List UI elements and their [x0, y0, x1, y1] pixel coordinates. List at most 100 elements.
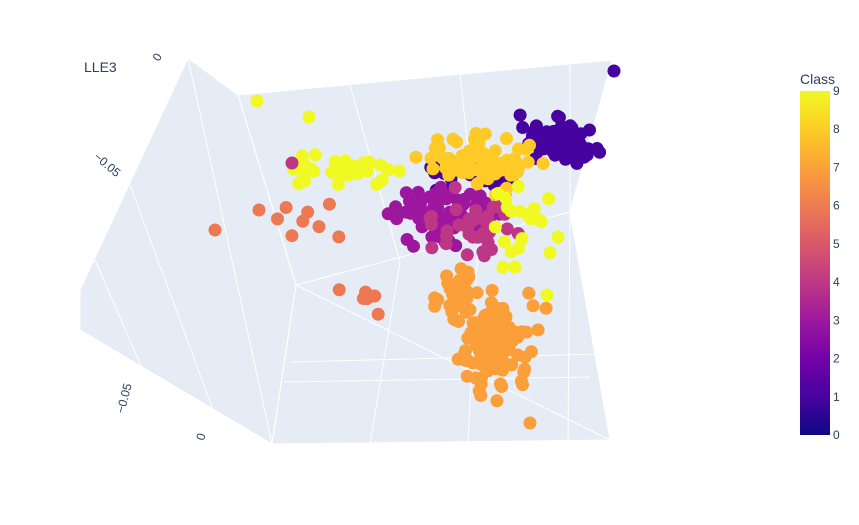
data-point: [494, 156, 508, 170]
scene-panes: [79, 57, 613, 445]
data-point: [328, 155, 342, 169]
data-point: [308, 148, 322, 162]
data-point: [467, 213, 480, 227]
data-point: [504, 245, 518, 259]
data-point: [459, 305, 473, 319]
data-point: [403, 194, 416, 208]
data-point: [469, 371, 483, 385]
data-point: [513, 108, 527, 122]
data-point: [526, 299, 540, 313]
data-point: [457, 347, 471, 361]
data-point: [464, 147, 478, 161]
data-point: [543, 246, 557, 260]
data-point: [332, 230, 346, 244]
gridline: [369, 261, 401, 445]
data-point: [516, 121, 530, 134]
colorbar-tick-label: 5: [833, 237, 840, 251]
data-point: [530, 212, 544, 226]
data-point: [469, 163, 483, 177]
data-point: [593, 145, 607, 159]
data-point: [392, 164, 406, 178]
data-point: [470, 177, 484, 191]
data-point: [551, 109, 565, 123]
gridline: [291, 353, 601, 363]
data-point: [271, 212, 284, 226]
data-points: [208, 64, 621, 430]
data-point: [250, 94, 264, 108]
data-point: [488, 220, 502, 234]
colorbar-tick-label: 0: [833, 428, 840, 442]
data-point: [518, 350, 532, 364]
data-point: [513, 205, 527, 218]
colorbar-tick-label: 2: [833, 352, 840, 366]
data-point: [425, 218, 438, 231]
gridline: [271, 284, 297, 445]
data-point: [607, 64, 621, 78]
colorbar-tick-label: 9: [833, 84, 840, 98]
data-point: [302, 110, 316, 124]
data-point: [428, 299, 442, 313]
data-point: [449, 203, 463, 217]
data-point: [432, 141, 446, 155]
data-point: [563, 119, 577, 133]
data-point: [474, 357, 488, 371]
data-point: [436, 151, 450, 165]
data-point: [527, 202, 541, 216]
colorbar-tick-label: 8: [833, 122, 840, 136]
data-point: [500, 222, 514, 236]
data-point: [285, 156, 299, 170]
data-point: [434, 180, 448, 194]
tick-label: −0.05: [91, 150, 124, 180]
data-point: [551, 230, 565, 244]
data-point: [499, 323, 513, 337]
data-point: [520, 325, 534, 339]
data-point: [322, 197, 336, 211]
data-point: [450, 155, 464, 168]
gridline: [283, 376, 591, 383]
data-point: [476, 226, 490, 240]
colorbar-tick-label: 4: [833, 275, 840, 289]
data-point: [523, 416, 537, 430]
data-point: [493, 377, 507, 391]
data-point: [491, 302, 505, 316]
data-point: [400, 233, 414, 246]
colorbar-tick-label: 7: [833, 160, 840, 174]
data-point: [296, 214, 310, 228]
data-point: [488, 144, 502, 158]
data-point: [500, 341, 514, 355]
data-point: [446, 132, 460, 146]
data-point: [450, 193, 464, 207]
data-point: [569, 135, 583, 149]
data-point: [447, 294, 461, 308]
data-point: [360, 164, 374, 178]
data-point: [297, 169, 311, 183]
data-point: [539, 301, 553, 315]
data-point: [460, 248, 474, 262]
data-point: [208, 223, 222, 237]
colorbar-title: Class: [800, 71, 835, 87]
gridline: [129, 184, 216, 416]
colorbar-tick-label: 1: [833, 390, 840, 404]
data-point: [381, 207, 395, 221]
data-point: [425, 230, 439, 244]
tick-label: −0.05: [113, 382, 134, 415]
data-point: [469, 316, 483, 330]
data-point: [463, 187, 477, 201]
data-point: [371, 307, 385, 321]
data-point: [411, 185, 425, 199]
data-point: [338, 154, 352, 168]
data-point: [517, 365, 531, 379]
data-point: [452, 276, 466, 290]
data-point: [478, 308, 492, 322]
data-point: [483, 335, 497, 348]
data-point: [542, 192, 556, 206]
colorbar-tick-label: 3: [833, 313, 840, 327]
data-point: [476, 245, 490, 259]
data-point: [490, 394, 504, 408]
data-point: [538, 139, 552, 153]
data-point: [454, 262, 468, 276]
colorbar-ticks: 0 1 2 3 4 5 6 7 8 9: [833, 84, 840, 442]
gridline: [187, 57, 273, 445]
data-point: [496, 260, 510, 274]
